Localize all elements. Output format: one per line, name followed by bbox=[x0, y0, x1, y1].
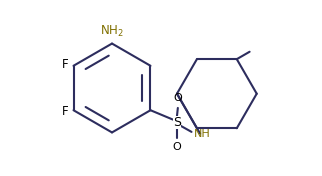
Text: F: F bbox=[62, 105, 69, 118]
Text: NH$_2$: NH$_2$ bbox=[100, 24, 124, 39]
Text: NH: NH bbox=[194, 129, 211, 139]
Text: S: S bbox=[173, 116, 181, 129]
Text: O: O bbox=[172, 142, 181, 152]
Text: F: F bbox=[62, 58, 69, 71]
Text: O: O bbox=[174, 93, 182, 103]
